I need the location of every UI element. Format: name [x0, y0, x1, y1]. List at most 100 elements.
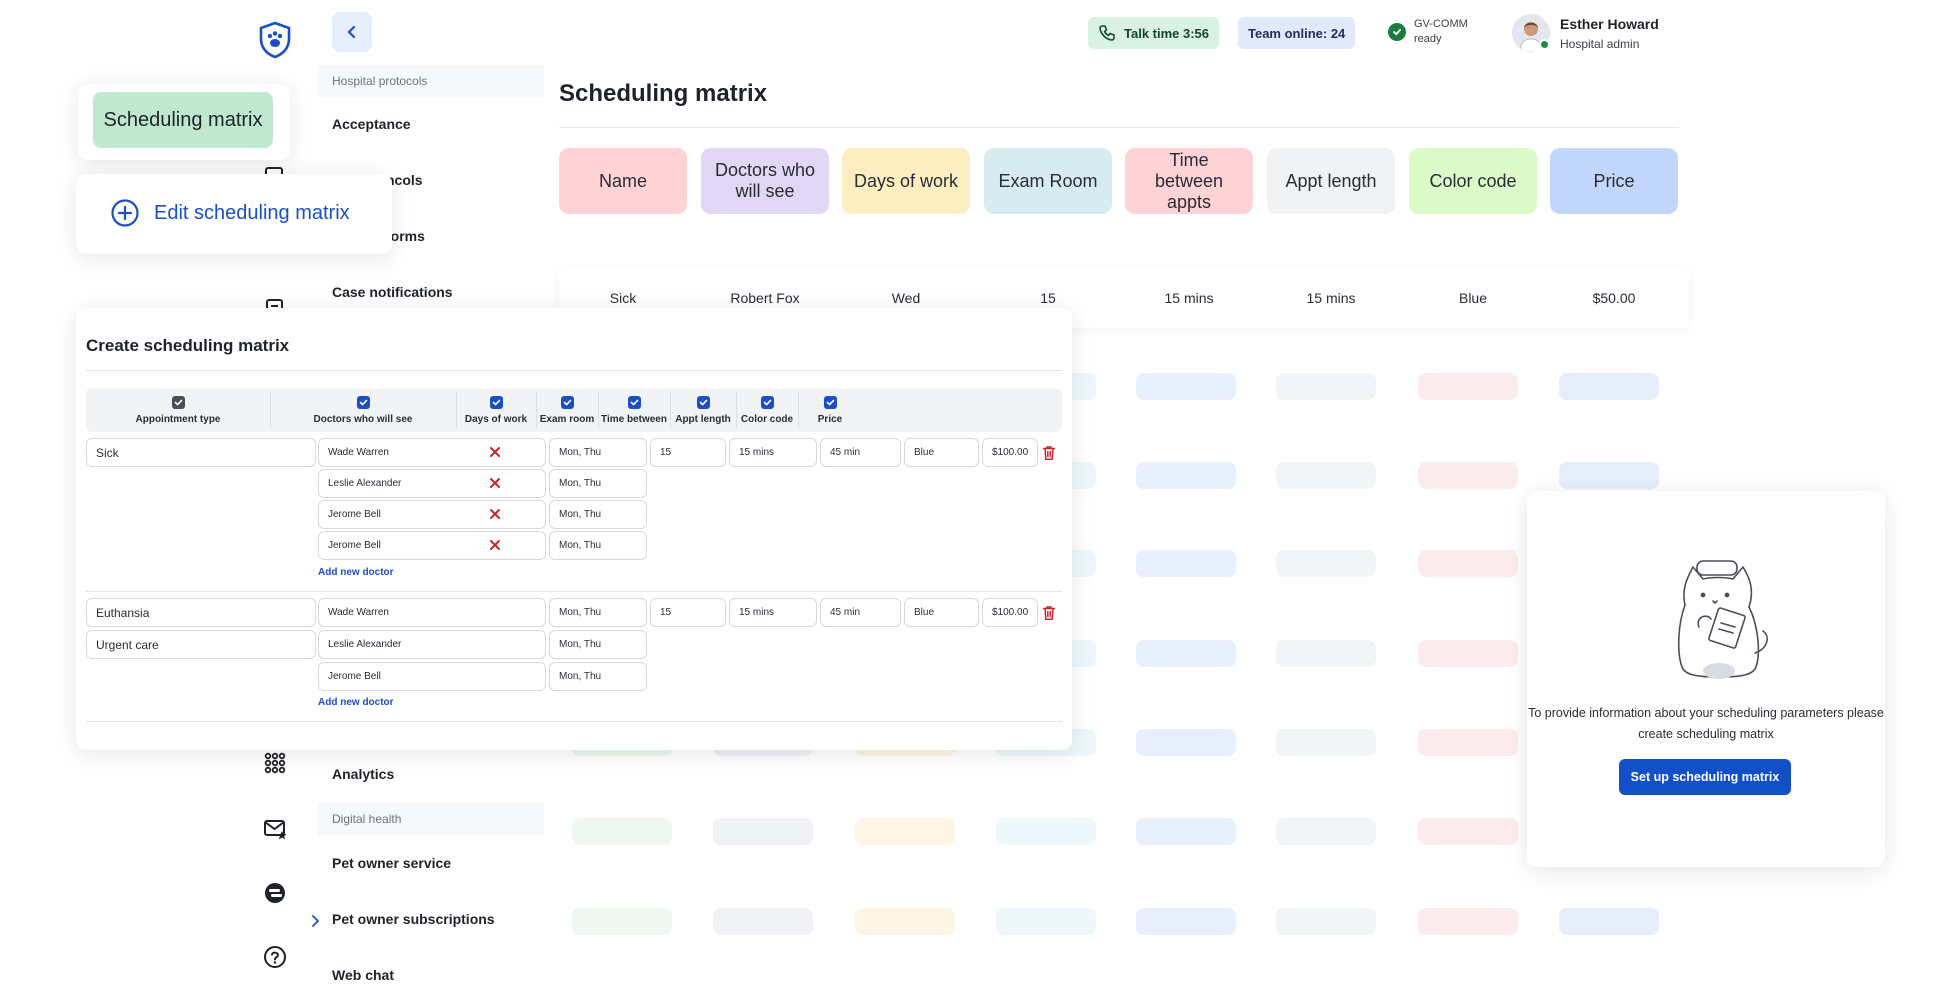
days-input[interactable]: Mon, Thu: [549, 531, 647, 560]
time-between-input[interactable]: 15 mins: [729, 598, 817, 627]
doctor-input[interactable]: Wade Warren: [318, 438, 546, 467]
appointment-type-input[interactable]: Sick: [86, 438, 316, 467]
column-checkbox[interactable]: [760, 395, 774, 409]
nav-item-acceptance[interactable]: Acceptance: [332, 116, 411, 132]
apps-grid-icon[interactable]: [262, 750, 288, 776]
placeholder-row-cell: [1418, 640, 1518, 667]
days-input[interactable]: Mon, Thu: [549, 469, 647, 498]
nav-item-web-chat[interactable]: Web chat: [332, 967, 394, 983]
column-checkbox[interactable]: [627, 395, 641, 409]
placeholder-row-cell: [1418, 550, 1518, 577]
check-circle-icon: [1388, 23, 1406, 41]
doctor-input[interactable]: Leslie Alexander: [318, 469, 546, 498]
time-between-input[interactable]: 15 mins: [729, 438, 817, 467]
delete-row-icon[interactable]: [1042, 445, 1056, 461]
days-input[interactable]: Mon, Thu: [549, 598, 647, 627]
doctor-input[interactable]: Leslie Alexander: [318, 630, 546, 659]
placeholder-row-cell: [572, 818, 672, 845]
column-header-0[interactable]: Appointment type: [86, 388, 270, 432]
placeholder-row-cell: [713, 818, 813, 845]
edit-scheduling-matrix-label: Edit scheduling matrix: [154, 202, 350, 224]
placeholder-row-cell: [1136, 908, 1236, 935]
column-header-6[interactable]: Color code: [736, 388, 798, 432]
nav-item-pet-owner-subscriptions[interactable]: Pet owner subscriptions: [332, 911, 495, 927]
doctor-input[interactable]: Jerome Bell: [318, 500, 546, 529]
nav-item-pet-owner-service[interactable]: Pet owner service: [332, 855, 452, 871]
color-code-input[interactable]: Blue: [904, 438, 979, 467]
column-header-1[interactable]: Doctors who will see: [270, 388, 456, 432]
column-header-4[interactable]: Time between: [598, 388, 670, 432]
talk-time-badge: Talk time 3:56: [1088, 17, 1220, 49]
agent-status[interactable]: GV-COMM ready: [1388, 17, 1468, 47]
placeholder-row-cell: [1136, 729, 1236, 756]
appt-length-input[interactable]: 45 min: [820, 598, 901, 627]
column-checkbox[interactable]: [560, 395, 574, 409]
column-checkbox[interactable]: [696, 395, 710, 409]
column-header-5[interactable]: Appt length: [670, 388, 736, 432]
nav-section-digital-health: Digital health: [318, 803, 544, 835]
placeholder-row-cell: [1276, 818, 1376, 845]
set-up-scheduling-matrix-button[interactable]: Set up scheduling matrix: [1619, 759, 1791, 795]
column-checkbox[interactable]: [489, 395, 503, 409]
add-new-doctor-link[interactable]: Add new doctor: [318, 567, 394, 578]
nav-item-case-notifications[interactable]: Case notifications: [332, 284, 453, 300]
empty-state-card: To provide information about your schedu…: [1527, 491, 1885, 867]
delete-row-icon[interactable]: [1042, 605, 1056, 621]
placeholder-row-cell: [1559, 908, 1659, 935]
edit-scheduling-matrix-button[interactable]: Edit scheduling matrix: [76, 174, 392, 254]
doctor-input[interactable]: Jerome Bell: [318, 531, 546, 560]
column-header-label: Doctors who will see: [313, 413, 413, 425]
column-checkbox[interactable]: [171, 395, 185, 409]
nav-item-protocols[interactable]: ncols: [386, 172, 423, 188]
remove-doctor-icon[interactable]: [488, 476, 502, 490]
remove-doctor-icon[interactable]: [488, 538, 502, 552]
exam-room-input[interactable]: 15: [650, 438, 726, 467]
placeholder-row-cell: [855, 908, 955, 935]
create-panel-divider: [86, 370, 1062, 371]
column-header-7[interactable]: Price: [798, 388, 862, 432]
group-divider: [86, 591, 1062, 592]
back-button[interactable]: [332, 12, 372, 52]
placeholder-row-cell: [713, 908, 813, 935]
column-checkbox[interactable]: [823, 395, 837, 409]
talk-time-text: Talk time 3:56: [1124, 25, 1210, 41]
chat-bubbles-icon[interactable]: [262, 880, 288, 906]
days-input[interactable]: Mon, Thu: [549, 662, 647, 691]
appt-length-input[interactable]: 45 min: [820, 438, 901, 467]
user-name: Esther Howard: [1560, 16, 1659, 32]
placeholder-row-cell: [855, 818, 955, 845]
scheduling-matrix-tag: Scheduling matrix: [93, 92, 273, 148]
doctor-input[interactable]: Wade Warren: [318, 598, 546, 627]
remove-doctor-icon[interactable]: [488, 507, 502, 521]
status-line-name: GV-COMM: [1414, 18, 1468, 30]
column-checkbox[interactable]: [356, 395, 370, 409]
price-input[interactable]: $100.00: [982, 438, 1038, 467]
placeholder-row-cell: [1559, 462, 1659, 489]
create-table-header: [86, 388, 1062, 432]
days-input[interactable]: Mon, Thu: [549, 438, 647, 467]
column-header-2[interactable]: Days of work: [456, 388, 536, 432]
days-input[interactable]: Mon, Thu: [549, 500, 647, 529]
title-divider: [559, 127, 1679, 128]
nav-item-forms[interactable]: forms: [386, 228, 425, 244]
days-input[interactable]: Mon, Thu: [549, 630, 647, 659]
color-code-input[interactable]: Blue: [904, 598, 979, 627]
chevron-right-icon[interactable]: [309, 914, 321, 928]
page-title: Scheduling matrix: [559, 80, 768, 107]
remove-doctor-icon[interactable]: [488, 445, 502, 459]
matrix-header-0: Name: [559, 148, 687, 214]
exam-room-input[interactable]: 15: [650, 598, 726, 627]
appointment-type-input[interactable]: Euthansia: [86, 598, 316, 627]
mail-star-icon[interactable]: [262, 816, 288, 842]
help-icon[interactable]: [262, 944, 288, 970]
chevron-left-icon: [347, 25, 356, 39]
cat-nurse-illustration-icon: [1677, 560, 1768, 679]
add-new-doctor-link[interactable]: Add new doctor: [318, 697, 394, 708]
column-header-3[interactable]: Exam room: [536, 388, 598, 432]
appointment-type-input[interactable]: Urgent care: [86, 630, 316, 659]
matrix-header-5: Appt length: [1267, 148, 1395, 214]
nav-item-analytics[interactable]: Analytics: [332, 766, 395, 782]
column-separator: [456, 392, 457, 428]
price-input[interactable]: $100.00: [982, 598, 1038, 627]
doctor-input[interactable]: Jerome Bell: [318, 662, 546, 691]
